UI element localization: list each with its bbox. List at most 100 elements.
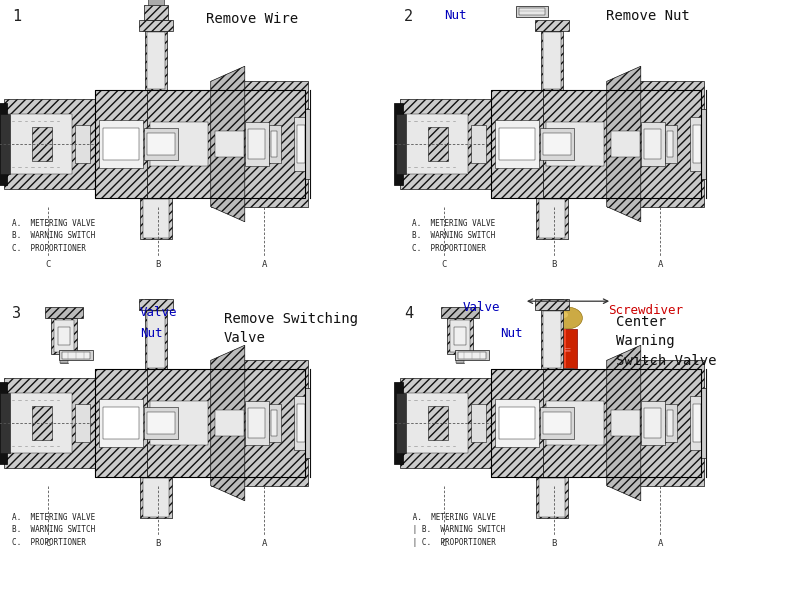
Bar [606,361,704,485]
Polygon shape [210,345,245,501]
Bar [456,354,464,363]
Bar [540,128,574,160]
Bar [245,401,269,445]
Bar [559,329,577,368]
Bar [145,310,167,369]
Bar [400,377,491,469]
Bar [95,90,305,198]
Bar [210,82,308,206]
Bar [150,122,208,166]
Text: A.  METERING VALVE
B.  WARNING SWITCH
C.  PROPORTIONER: A. METERING VALVE B. WARNING SWITCH C. P… [412,219,495,253]
Bar [294,396,308,450]
Bar [297,125,305,163]
Bar [147,369,210,477]
Text: A: A [658,539,663,548]
Text: B: B [551,260,556,269]
Bar [214,410,244,436]
Bar [693,125,701,163]
Bar [95,90,147,198]
Text: A.  METERING VALVE
B.  WARNING SWITCH
C.  PROPORTIONER: A. METERING VALVE B. WARNING SWITCH C. P… [12,513,95,547]
Text: B: B [155,539,160,548]
Bar [644,129,662,159]
Polygon shape [606,345,641,501]
Bar [0,114,10,174]
Bar [95,369,305,477]
Text: B: B [551,539,556,548]
Bar [145,31,167,90]
Bar [8,114,72,174]
Bar [644,408,662,438]
Bar [0,382,7,464]
Text: Center
Warning
Switch Valve: Center Warning Switch Valve [616,315,717,368]
Bar [516,6,548,17]
Text: |||: ||| [566,346,570,351]
Bar [667,410,674,436]
Bar [4,377,95,469]
Bar [248,129,266,159]
Bar [4,98,95,190]
Circle shape [554,307,582,329]
Bar [396,393,406,453]
Bar [539,199,565,238]
Bar [543,133,570,155]
Bar [75,125,90,163]
Bar [447,318,473,354]
Text: 2: 2 [404,9,413,24]
Bar [610,131,640,157]
Bar [144,407,178,439]
Text: Remove Nut: Remove Nut [606,9,690,23]
Bar [563,368,573,379]
Bar [701,109,706,179]
Bar [491,369,543,477]
Bar [429,406,449,440]
Text: Valve: Valve [462,301,500,314]
Bar [665,125,677,163]
Bar [404,393,468,453]
Text: 4: 4 [404,306,413,321]
Bar [491,90,543,198]
Bar [33,127,53,161]
Bar [665,404,677,442]
Text: Remove Switching
Valve: Remove Switching Valve [224,312,358,346]
Bar [143,199,169,238]
Bar [394,382,403,464]
Bar [147,412,174,434]
Bar [536,198,568,239]
Text: A.  METERING VALVE
 | B.  WARNING SWITCH
 | C.  PROPORTIONER: A. METERING VALVE | B. WARNING SWITCH | … [408,513,505,547]
Bar [245,122,269,166]
Bar [139,299,173,310]
Bar [535,20,569,31]
Bar [144,5,168,20]
Bar [294,117,308,171]
Bar [269,125,281,163]
Bar [455,350,489,360]
Text: Remove Wire: Remove Wire [206,12,298,26]
Bar [499,128,535,160]
Text: B: B [155,260,160,269]
Bar [535,299,569,310]
Bar [541,310,563,369]
Bar [95,369,147,477]
Bar [495,399,539,447]
Text: A.  METERING VALVE
B.  WARNING SWITCH
C.  PROPORTIONER: A. METERING VALVE B. WARNING SWITCH C. P… [12,219,95,253]
Bar [690,117,704,171]
Bar [147,311,165,368]
Bar [539,478,565,517]
Bar [701,388,706,458]
Polygon shape [606,66,641,222]
Text: A: A [262,260,267,269]
Bar [271,131,278,157]
Bar [693,404,701,442]
Bar [140,198,172,239]
Bar [10,120,61,168]
Text: C: C [442,260,447,269]
Bar [641,401,665,445]
Bar [543,369,606,477]
Bar [566,379,568,408]
Bar [150,401,208,445]
Bar [147,32,165,89]
Bar [406,120,457,168]
Bar [210,361,308,485]
Text: Screwdiver: Screwdiver [608,304,683,317]
Bar [546,122,604,166]
